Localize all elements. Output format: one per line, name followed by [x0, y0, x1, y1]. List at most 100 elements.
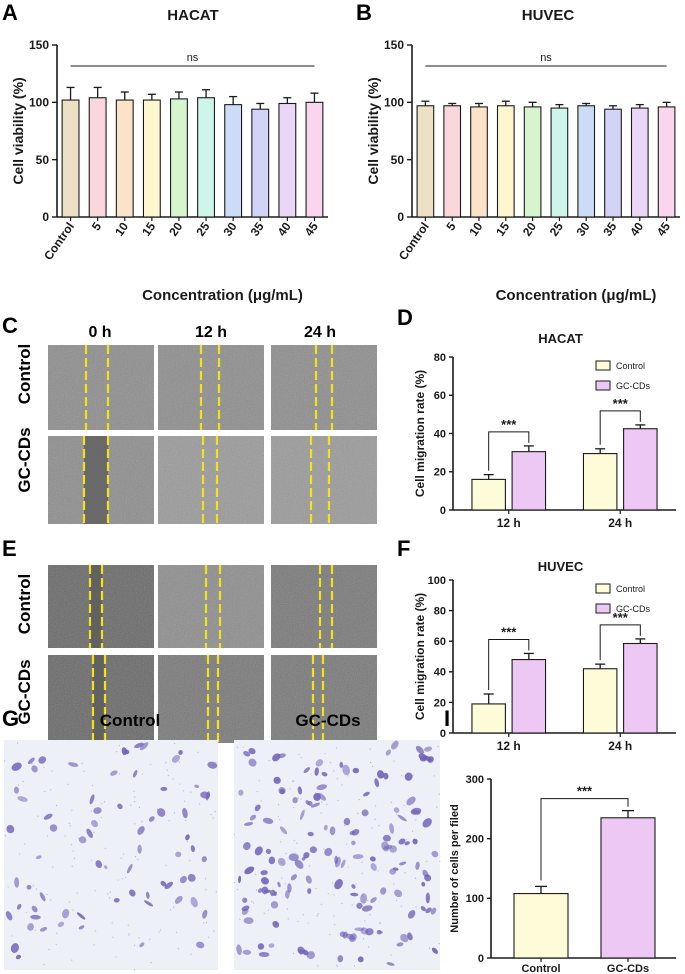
speckle [43, 963, 45, 966]
speckle [64, 835, 66, 837]
speckle [162, 883, 164, 885]
stained-cell [380, 887, 387, 895]
speckle [317, 913, 320, 915]
speckle [236, 746, 239, 748]
speckle [12, 950, 14, 952]
bar [416, 105, 435, 218]
x-tick-label: 25 [193, 219, 212, 238]
stained-cell [95, 860, 103, 869]
speckle [165, 762, 167, 764]
speckle [361, 861, 363, 864]
speckle [285, 852, 287, 855]
stained-cell [290, 874, 297, 881]
bar [604, 108, 622, 218]
speckle [351, 830, 354, 832]
legend-label: Control [616, 361, 645, 371]
speckle [47, 835, 49, 837]
speckle [326, 848, 328, 850]
stained-cell [260, 870, 268, 876]
chart-title: HUVEC [522, 7, 575, 24]
speckle [377, 870, 379, 872]
y-tick-label: 100 [428, 575, 446, 587]
y-tick-label: 0 [478, 953, 484, 965]
transwell-panels: Control GC-CDs [3, 711, 441, 971]
y-tick-label: 200 [466, 834, 484, 846]
x-tick-label: 5 [443, 219, 458, 233]
legend-label: GC-CDs [616, 381, 650, 391]
stained-cell [356, 902, 363, 909]
stained-cell [422, 818, 432, 828]
speckle [35, 888, 37, 890]
speckle [320, 812, 322, 814]
significance-label: ns [540, 52, 552, 64]
speckle [43, 766, 45, 768]
stained-cell [351, 884, 356, 889]
stained-cell [148, 816, 155, 822]
y-tick-label: 50 [391, 153, 405, 167]
stained-cell [370, 897, 377, 903]
stained-cell [306, 951, 315, 960]
speckle [83, 770, 85, 772]
speckle [133, 969, 136, 971]
speckle [335, 964, 338, 966]
stained-cell [357, 956, 364, 963]
y-tick-label: 80 [434, 605, 446, 617]
panel-letter-g: G [2, 706, 19, 731]
y-tick-label: 150 [29, 38, 49, 52]
stained-cell [171, 754, 181, 763]
stained-cell [385, 749, 391, 756]
micrograph-texture [158, 655, 264, 743]
speckle [150, 763, 152, 765]
legend-swatch [595, 583, 611, 594]
chart-i-cell-count: 0 100 200 300 Number of cells per filed Contr… [449, 774, 676, 974]
x-tick-label: Control [396, 220, 432, 263]
bar-control [471, 478, 506, 511]
speckle [115, 956, 117, 958]
y-tick-label: 60 [434, 390, 446, 402]
bar-control [582, 668, 618, 734]
stained-cell [248, 748, 256, 755]
stained-cell [407, 910, 416, 919]
stained-cell [31, 905, 38, 913]
speckle [341, 784, 343, 786]
speckle [364, 920, 366, 922]
speckle [335, 747, 338, 749]
stained-cell [396, 942, 404, 947]
speckle [156, 808, 159, 810]
speckle [71, 809, 73, 811]
x-tick-label: 12 h [497, 739, 521, 753]
speckle [138, 937, 140, 939]
scratch-gap [90, 565, 102, 648]
speckle [378, 777, 381, 779]
speckle [67, 783, 69, 785]
panel-letter-f: F [397, 536, 410, 561]
stained-cell [354, 927, 365, 932]
stained-cell [194, 784, 200, 788]
stained-cell [174, 895, 183, 904]
speckle [11, 935, 13, 937]
speckle [436, 806, 438, 808]
speckle [361, 872, 363, 874]
stained-cell [157, 808, 166, 817]
time-label-0h: 0 h [88, 324, 111, 341]
migration-panel-e: Control GC-CDs [15, 565, 377, 743]
stained-cell [236, 944, 242, 956]
speckle [91, 784, 94, 786]
speckle [403, 804, 405, 806]
speckle [297, 861, 299, 864]
speckle [16, 742, 19, 744]
speckle [415, 819, 417, 821]
stained-cell [415, 861, 420, 871]
stained-cell [314, 767, 319, 776]
stained-cell [376, 930, 382, 935]
stained-cell [310, 802, 321, 808]
time-label-12h: 12 h [195, 324, 227, 341]
speckle [293, 807, 295, 809]
stained-cell [399, 861, 407, 866]
stained-cell [406, 796, 416, 806]
stained-cell [315, 759, 324, 767]
stained-cell [404, 841, 410, 846]
transwell-image-control [3, 740, 218, 971]
stained-cell [370, 863, 377, 871]
speckle [268, 759, 270, 762]
